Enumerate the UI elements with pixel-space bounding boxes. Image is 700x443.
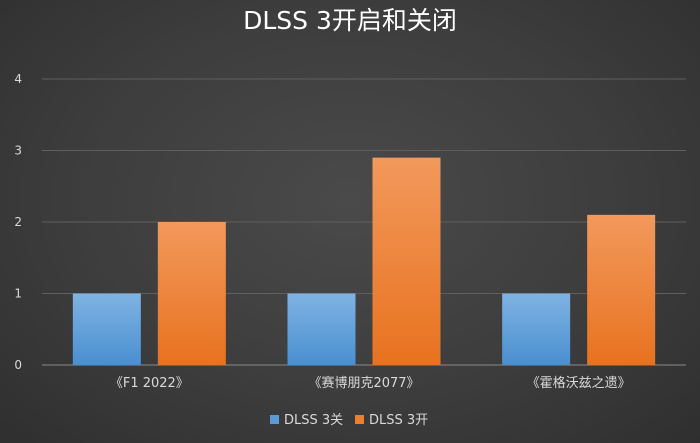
legend-swatch	[270, 415, 279, 424]
bar-on-2	[372, 157, 441, 365]
legend-label: DLSS 3开	[369, 413, 428, 428]
y-tick-label: 0	[14, 358, 22, 372]
x-category-label: 《F1 2022》	[110, 376, 189, 391]
bar-off-2	[287, 293, 356, 365]
bar-on-3	[587, 214, 656, 365]
y-tick-label: 4	[14, 72, 22, 86]
bars	[72, 157, 656, 365]
x-axis-category-labels: 《F1 2022》 《赛博朋克2077》 《霍格沃兹之遗》	[110, 375, 631, 391]
legend: DLSS 3关 DLSS 3开	[270, 413, 428, 428]
bar-off-1	[72, 293, 141, 365]
x-category-label: 《赛博朋克2077》	[308, 375, 419, 391]
gridlines	[42, 78, 686, 366]
legend-swatch	[355, 415, 364, 424]
y-axis-tick-labels: 0 1 2 3 4	[14, 72, 22, 372]
legend-label: DLSS 3关	[284, 413, 343, 428]
y-tick-label: 3	[14, 144, 22, 158]
y-tick-label: 2	[14, 215, 22, 229]
y-tick-label: 1	[14, 287, 22, 301]
bar-on-1	[157, 222, 226, 365]
chart-title: DLSS 3开启和关闭	[243, 6, 457, 35]
bar-off-3	[502, 293, 571, 365]
x-category-label: 《霍格沃兹之遗》	[527, 375, 631, 391]
